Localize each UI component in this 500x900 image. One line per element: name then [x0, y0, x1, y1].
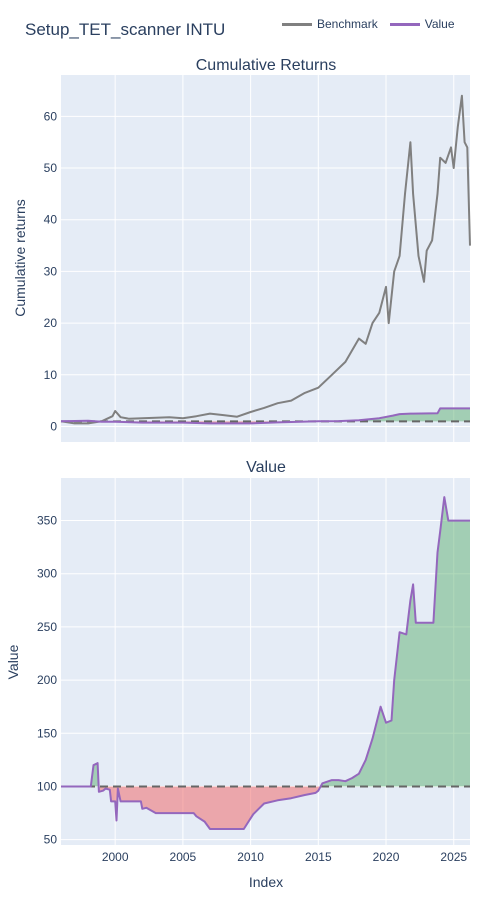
- bottom-plot-area: [61, 478, 470, 845]
- legend-label-value: Value: [424, 17, 455, 31]
- y-tick-label: 20: [44, 316, 58, 330]
- legend[interactable]: Benchmark Value: [282, 17, 455, 31]
- legend-swatch-benchmark: [282, 22, 312, 26]
- gain-fill-area: [320, 497, 470, 787]
- y-tick-label: 10: [44, 368, 58, 382]
- cumulative-returns-panel: 0 10 20 30 40 50 60 Cumulative Returns Cumulat…: [12, 57, 471, 442]
- y-tick-label: 50: [44, 161, 58, 175]
- x-tick-label: 2020: [373, 850, 400, 864]
- x-axis-label: Index: [249, 874, 283, 890]
- gain-fill-area: [318, 408, 470, 422]
- series-line-value: [60, 407, 470, 425]
- bottom-y-axis-label: Value: [5, 644, 21, 679]
- y-tick-label: 150: [37, 726, 57, 740]
- series-line-value: [61, 496, 470, 830]
- x-tick-label: 2000: [102, 850, 129, 864]
- loss-fill-area: [98, 786, 321, 830]
- x-tick-label: 2015: [305, 850, 332, 864]
- x-tick-label: 2010: [237, 850, 264, 864]
- top-subplot-title: Cumulative Returns: [196, 57, 337, 74]
- bottom-subplot-title: Value: [246, 459, 286, 476]
- legend-item-value[interactable]: Value: [389, 17, 455, 31]
- y-tick-label: 350: [37, 514, 57, 528]
- y-tick-label: 250: [37, 620, 57, 634]
- legend-item-benchmark[interactable]: Benchmark: [282, 17, 378, 31]
- y-tick-label: 50: [44, 833, 58, 847]
- figure-title: Setup_TET_scanner INTU: [25, 20, 226, 39]
- y-tick-label: 0: [50, 419, 57, 433]
- y-tick-label: 300: [37, 567, 57, 581]
- value-panel: 50 100 150 200 250 300 350 2000 2005 2010 2015 202…: [5, 459, 470, 890]
- series-line-benchmark: [60, 94, 471, 425]
- legend-swatch-value: [389, 22, 420, 26]
- top-plot-area: [61, 75, 470, 442]
- top-y-axis-label: Cumulative returns: [12, 199, 28, 317]
- x-tick-label: 2005: [170, 850, 197, 864]
- y-tick-label: 40: [44, 213, 58, 227]
- y-tick-label: 60: [44, 109, 58, 123]
- x-tick-label: 2025: [440, 850, 467, 864]
- legend-label-benchmark: Benchmark: [317, 17, 378, 31]
- y-tick-label: 30: [44, 264, 58, 278]
- y-tick-label: 100: [37, 779, 57, 793]
- y-tick-label: 200: [37, 673, 57, 687]
